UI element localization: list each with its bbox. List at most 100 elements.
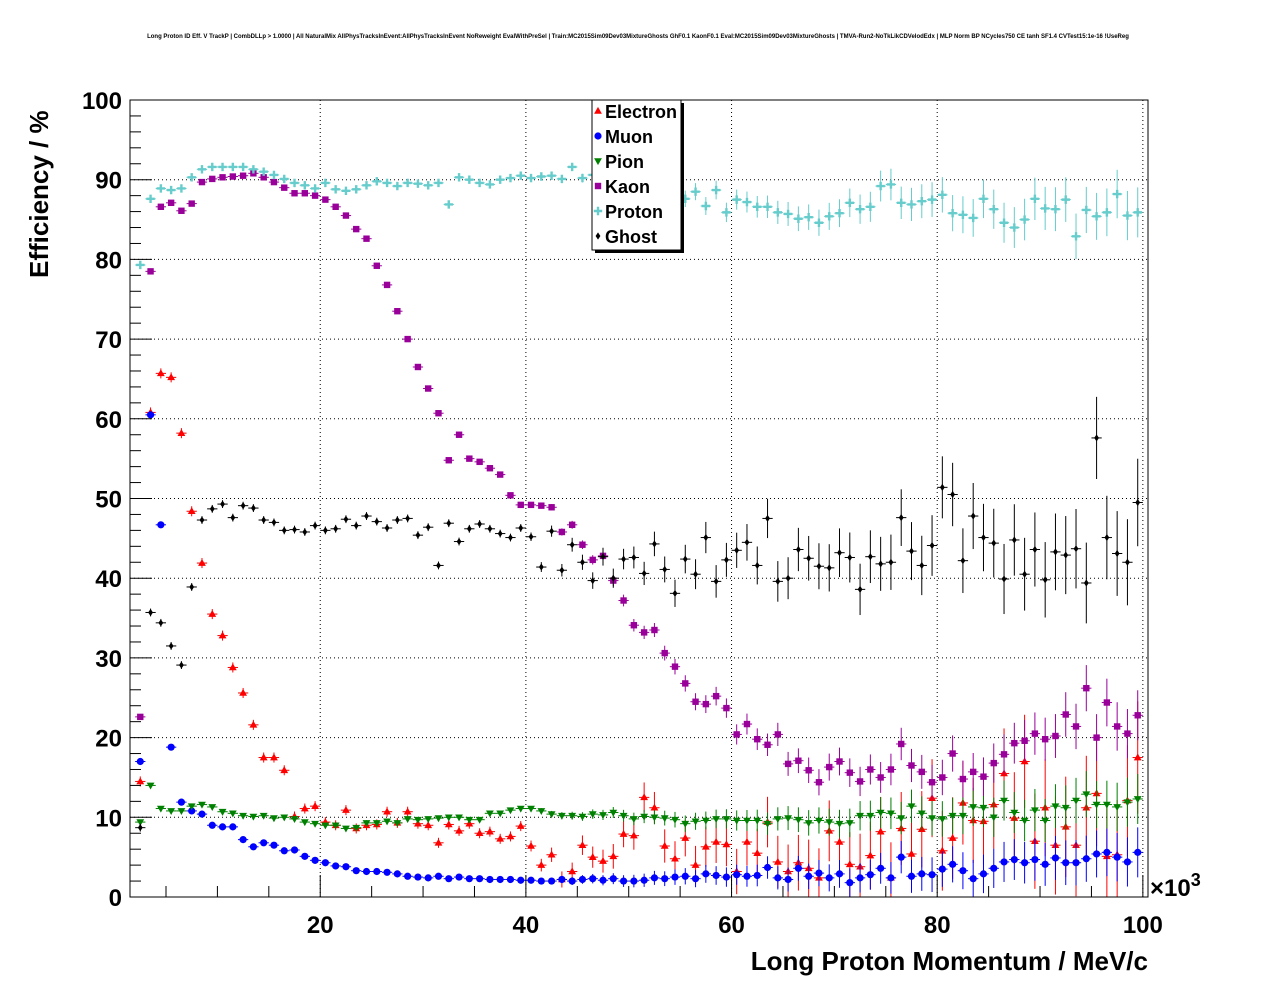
y-axis-label: Efficiency / % — [24, 110, 54, 278]
data-point — [702, 870, 710, 878]
data-point — [259, 812, 268, 820]
data-point — [373, 262, 380, 269]
data-point — [1092, 801, 1101, 809]
data-point — [578, 173, 587, 183]
data-point — [383, 281, 391, 289]
data-point — [495, 175, 505, 184]
data-point — [271, 518, 277, 527]
data-point — [907, 803, 916, 811]
data-point — [835, 208, 844, 218]
data-point — [239, 688, 248, 696]
data-point — [567, 162, 577, 172]
data-point — [414, 816, 422, 824]
data-point — [734, 546, 740, 554]
data-point — [1052, 732, 1059, 740]
data-point — [1133, 796, 1142, 804]
data-point — [1094, 434, 1099, 442]
data-point — [701, 842, 710, 850]
data-point — [1071, 232, 1081, 241]
data-point — [794, 214, 803, 223]
data-point — [919, 561, 925, 570]
data-point — [866, 812, 875, 820]
data-point — [866, 851, 875, 859]
data-point — [436, 561, 441, 570]
data-point — [1125, 558, 1130, 566]
data-point — [270, 178, 278, 186]
data-point — [157, 203, 165, 210]
data-point — [928, 815, 936, 823]
data-point — [835, 820, 844, 828]
data-point — [855, 204, 865, 214]
data-point — [280, 766, 289, 774]
data-point — [362, 820, 371, 827]
data-point — [413, 179, 423, 188]
data-point — [722, 873, 731, 881]
data-point — [621, 555, 626, 563]
data-point — [1072, 859, 1080, 867]
data-point — [415, 531, 421, 539]
data-point — [166, 185, 176, 195]
data-point — [208, 609, 217, 617]
data-point — [1113, 804, 1122, 812]
data-point — [219, 174, 226, 181]
data-point — [475, 829, 484, 837]
data-point — [332, 203, 339, 210]
data-point — [239, 812, 248, 820]
data-point — [434, 872, 443, 880]
data-point — [1053, 548, 1058, 556]
data-point — [446, 519, 452, 527]
data-point — [630, 622, 638, 629]
data-point — [486, 875, 494, 884]
data-point — [918, 870, 926, 878]
data-point — [835, 837, 844, 845]
data-point — [1103, 699, 1111, 706]
data-point — [1082, 205, 1091, 215]
data-point — [168, 642, 174, 650]
x-axis-exponent-base: ×10 — [1150, 875, 1191, 902]
data-point — [477, 520, 483, 528]
data-point — [753, 202, 762, 211]
data-point — [619, 829, 628, 837]
data-point — [548, 504, 555, 511]
data-point — [343, 515, 349, 523]
data-point — [547, 877, 556, 885]
data-point — [230, 514, 236, 522]
data-point — [424, 821, 433, 829]
data-point — [826, 763, 833, 771]
data-point — [805, 872, 813, 880]
data-point — [404, 335, 411, 343]
data-point — [353, 521, 359, 530]
data-point — [516, 821, 525, 829]
data-point — [701, 201, 711, 211]
data-point — [393, 181, 402, 191]
data-point — [969, 804, 978, 812]
data-point — [630, 877, 638, 885]
data-point — [466, 455, 473, 462]
data-point — [198, 810, 206, 818]
data-point — [660, 815, 669, 823]
data-point — [189, 583, 195, 591]
data-point — [476, 458, 483, 466]
data-point — [167, 743, 175, 751]
data-point — [527, 841, 535, 849]
data-point — [856, 812, 864, 820]
data-point — [549, 527, 554, 535]
legend-label: Electron — [605, 102, 677, 122]
data-point — [744, 538, 750, 546]
data-point — [199, 516, 205, 524]
data-point — [898, 740, 905, 748]
data-point — [146, 194, 155, 204]
data-point — [485, 180, 495, 189]
data-point — [516, 171, 525, 180]
data-point — [907, 200, 916, 209]
data-point — [969, 875, 977, 883]
data-point — [856, 874, 864, 882]
data-point — [588, 811, 597, 819]
data-point — [434, 838, 443, 846]
data-point — [331, 822, 340, 830]
data-point — [1133, 208, 1142, 217]
data-point — [990, 759, 997, 767]
data-point — [310, 184, 320, 193]
legend-marker — [595, 232, 601, 240]
data-point — [711, 185, 721, 195]
